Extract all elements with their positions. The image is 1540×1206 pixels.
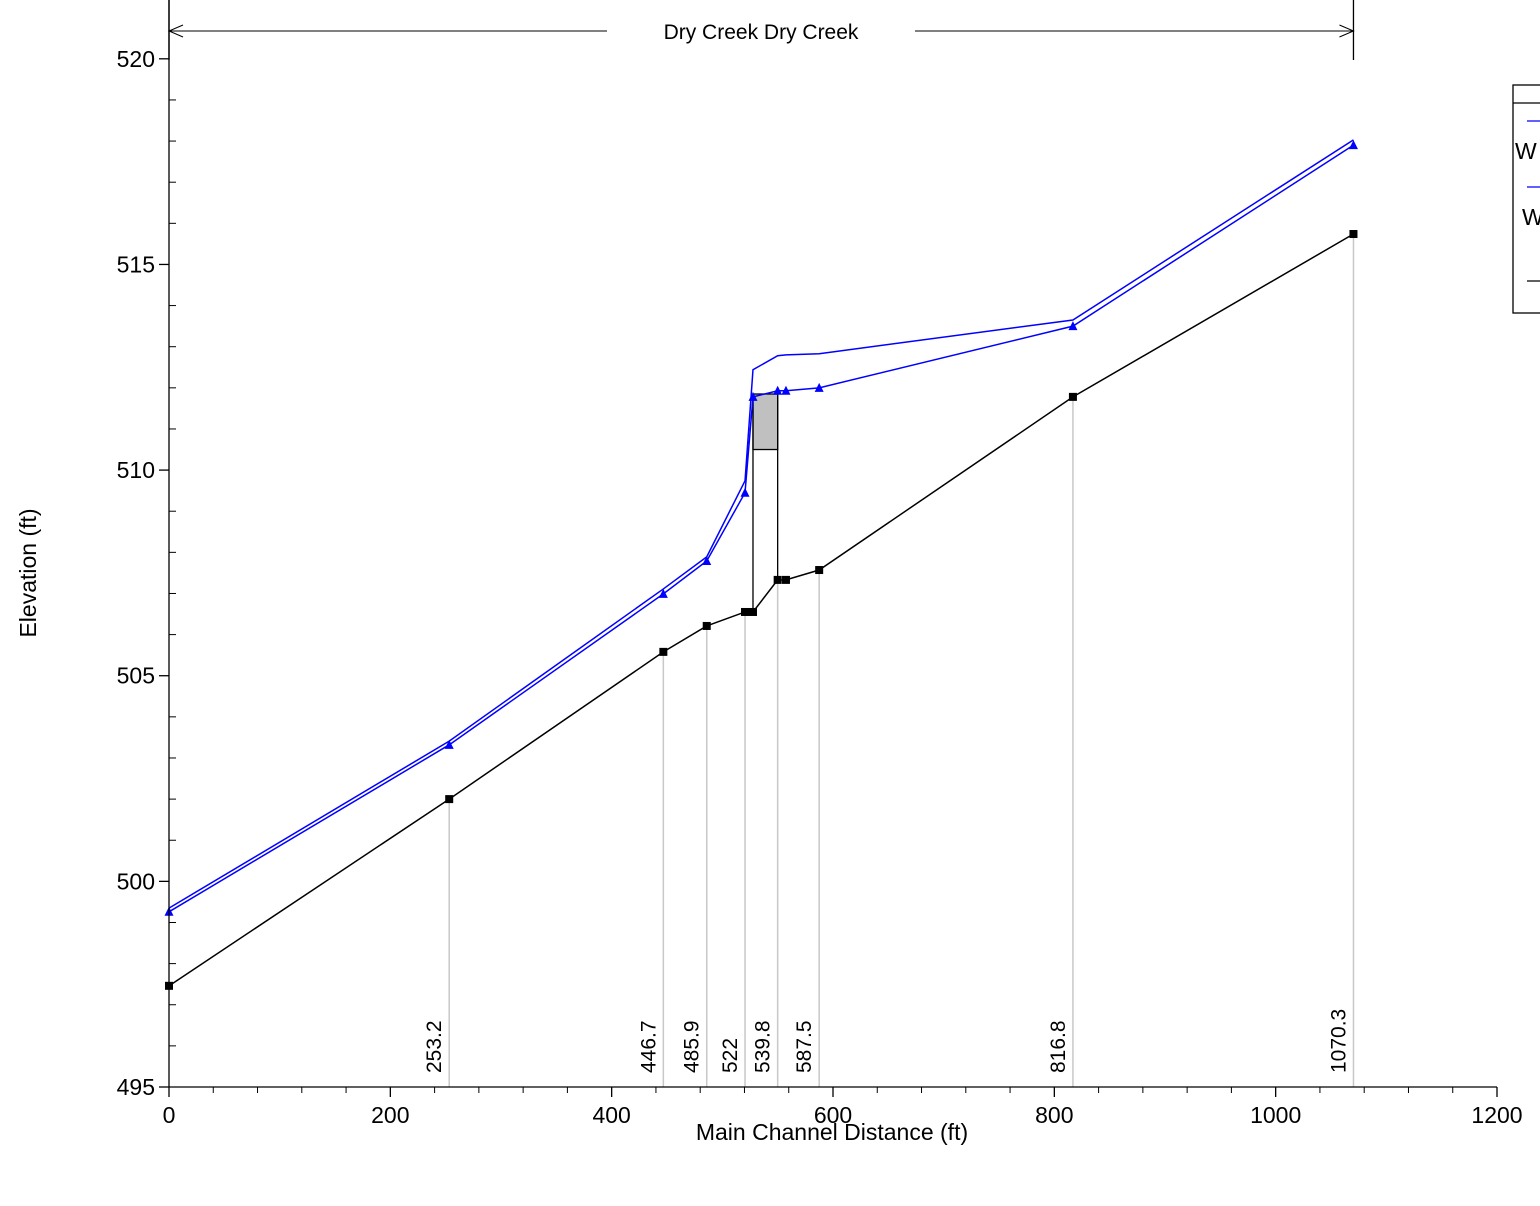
station-label: 522 xyxy=(719,1038,742,1073)
series-line xyxy=(168,139,1354,909)
x-tick-label: 600 xyxy=(814,1102,852,1128)
marker xyxy=(748,607,757,616)
marker xyxy=(740,487,750,497)
marker xyxy=(445,795,454,804)
marker xyxy=(815,566,824,575)
marker xyxy=(702,555,712,565)
station-label: 446.7 xyxy=(637,1020,660,1073)
marker xyxy=(658,588,668,598)
marker xyxy=(659,647,668,656)
marker xyxy=(741,607,750,616)
x-tick-label: 1000 xyxy=(1250,1102,1301,1128)
y-tick-label: 510 xyxy=(117,457,155,483)
marker xyxy=(444,739,454,749)
series-line xyxy=(168,233,1354,987)
legend-label: W xyxy=(1522,204,1540,230)
y-tick-label: 515 xyxy=(117,251,155,277)
station-label: 816.8 xyxy=(1047,1020,1070,1073)
station-label: 587.5 xyxy=(793,1020,816,1073)
marker xyxy=(702,621,711,630)
annotation: Dry Creek Dry Creek xyxy=(664,21,859,44)
station-label: 1070.3 xyxy=(1327,1009,1350,1073)
x-tick-label: 200 xyxy=(371,1102,409,1128)
marker xyxy=(1068,321,1078,331)
y-tick-label: 500 xyxy=(117,868,155,894)
x-tick-label: 400 xyxy=(592,1102,630,1128)
legend-label: W xyxy=(1515,138,1537,164)
x-tick-label: 800 xyxy=(1035,1102,1073,1128)
marker xyxy=(748,391,758,401)
x-axis-label: Main Channel Distance (ft) xyxy=(696,1119,968,1145)
y-tick-label: 520 xyxy=(117,46,155,72)
y-tick-label: 505 xyxy=(117,663,155,689)
y-axis-label: Elevation (ft) xyxy=(15,508,41,637)
legend-box xyxy=(1512,84,1540,314)
y-tick-label: 495 xyxy=(117,1074,155,1100)
marker xyxy=(1348,140,1358,150)
marker xyxy=(781,385,791,395)
marker xyxy=(773,575,782,584)
marker xyxy=(1068,392,1077,401)
x-tick-label: 1200 xyxy=(1471,1102,1522,1128)
marker xyxy=(814,382,824,392)
station-label: 253.2 xyxy=(423,1020,446,1073)
station-label: 539.8 xyxy=(752,1020,775,1073)
marker xyxy=(781,575,790,584)
series-line xyxy=(168,144,1354,913)
marker xyxy=(1349,230,1358,239)
arrow-head xyxy=(167,24,184,38)
marker xyxy=(773,385,783,395)
station-label: 485.9 xyxy=(681,1020,704,1073)
arrow-head xyxy=(1339,24,1355,38)
x-tick-label: 0 xyxy=(163,1102,176,1128)
bridge-deck xyxy=(752,393,779,451)
